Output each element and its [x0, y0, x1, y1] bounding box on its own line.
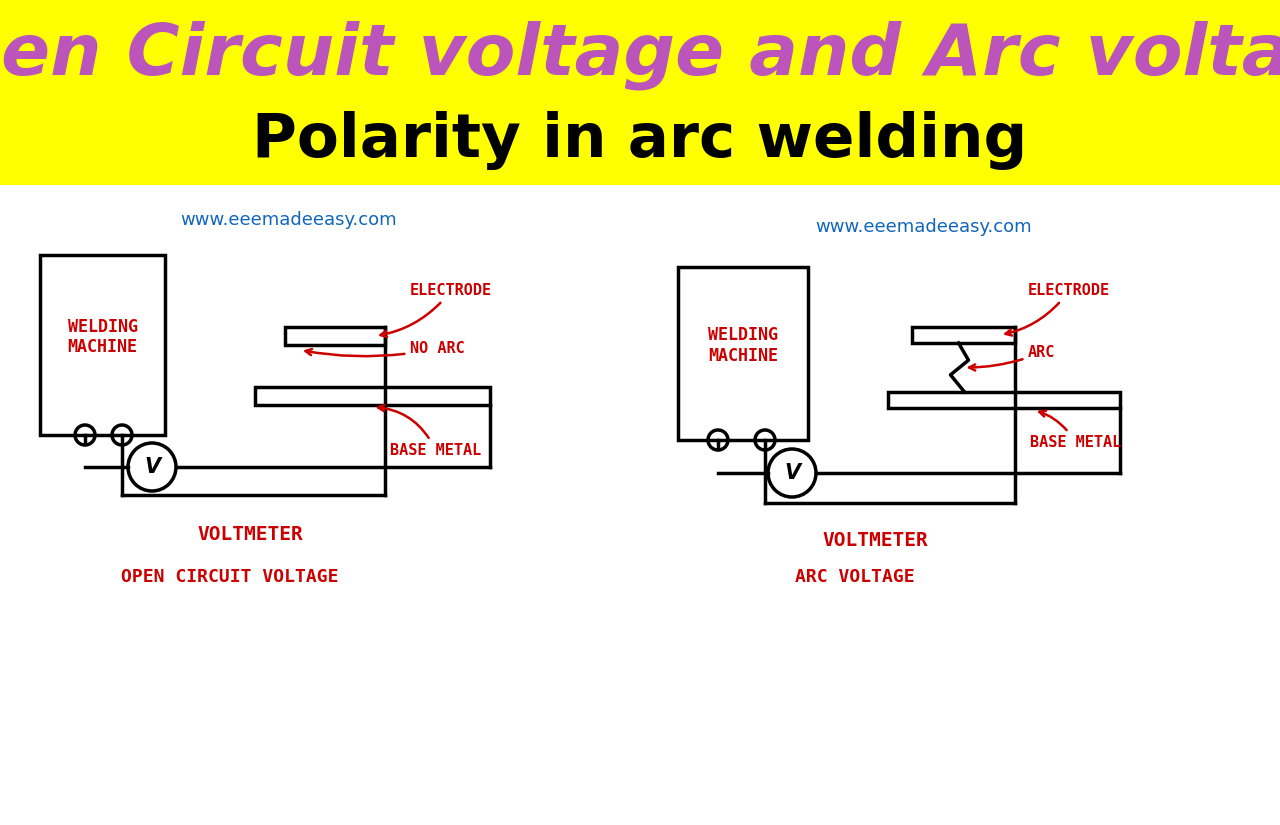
Bar: [0, 0, 1280, 185]
Text: Polarity in arc welding: Polarity in arc welding: [252, 111, 1028, 169]
Text: ELECTRODE: ELECTRODE: [1006, 283, 1110, 336]
Text: BASE METAL: BASE METAL: [378, 405, 481, 458]
Bar: [888, 392, 1120, 408]
Text: ARC VOLTAGE: ARC VOLTAGE: [795, 568, 915, 586]
Bar: [40, 255, 165, 435]
Bar: [255, 387, 490, 405]
Text: VOLTMETER: VOLTMETER: [197, 526, 303, 544]
Text: NO ARC: NO ARC: [306, 341, 465, 356]
Text: Open Circuit voltage and Arc voltage: Open Circuit voltage and Arc voltage: [0, 21, 1280, 90]
Text: BASE METAL: BASE METAL: [1030, 411, 1121, 450]
Text: VOLTMETER: VOLTMETER: [822, 530, 928, 549]
Text: WELDING
MACHINE: WELDING MACHINE: [708, 326, 778, 365]
Text: OPEN CIRCUIT VOLTAGE: OPEN CIRCUIT VOLTAGE: [122, 568, 339, 586]
Text: ARC: ARC: [969, 345, 1056, 370]
Text: ELECTRODE: ELECTRODE: [380, 283, 492, 337]
Text: www.eeemadeeasy.com: www.eeemadeeasy.com: [815, 218, 1032, 236]
Bar: [678, 267, 808, 440]
Bar: [911, 327, 1015, 343]
Text: www.eeemadeeasy.com: www.eeemadeeasy.com: [180, 211, 397, 229]
Text: WELDING
MACHINE: WELDING MACHINE: [68, 318, 137, 356]
Text: V: V: [143, 457, 160, 477]
Text: V: V: [783, 463, 800, 483]
Bar: [285, 327, 385, 345]
